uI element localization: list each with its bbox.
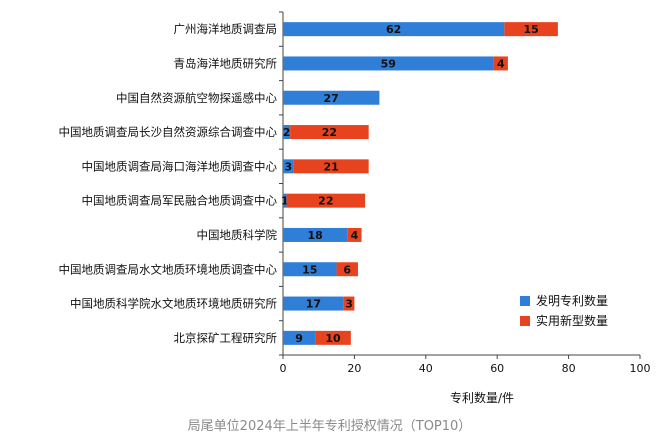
data-label: 21 [324,160,339,173]
category-label: 中国地质科学院水文地质环境地质研究所 [70,297,277,311]
data-label: 59 [381,57,396,70]
bar-segment-utility [336,262,358,277]
bar-segment-utility [293,159,369,174]
bar-segment-utility [493,56,508,71]
bar-segment-invention [283,125,291,140]
bar-segment-utility [290,125,369,140]
bar-segment-invention [283,159,294,174]
legend-swatch [520,316,530,326]
bar-segment-utility [286,193,366,208]
bar-segment-invention [283,56,494,71]
data-label: 15 [523,23,538,36]
data-label: 17 [306,298,321,311]
data-label: 6 [343,263,351,276]
category-label: 中国地质调查局长沙自然资源综合调查中心 [59,125,278,139]
legend-swatch [520,296,530,306]
category-label: 青岛海洋地质研究所 [174,56,278,70]
x-axis-label: 专利数量/件 [450,390,514,405]
data-label: 1 [281,195,289,208]
bar-segment-utility [347,227,362,242]
bar-segment-invention [283,330,316,345]
category-label: 中国地质调查局水文地质环境地质调查中心 [59,262,278,276]
data-label: 3 [285,160,293,173]
legend-label: 实用新型数量 [536,313,608,328]
bar-segment-utility [504,22,558,37]
data-label: 22 [322,126,337,139]
category-label: 中国地质科学院 [197,228,278,242]
bar-segment-invention [283,90,380,105]
data-label: 2 [283,126,291,139]
data-label: 4 [351,229,359,242]
x-tick-label: 80 [562,362,576,375]
x-tick-label: 0 [280,362,287,375]
data-label: 3 [345,298,353,311]
bar-segment-invention [283,262,337,277]
category-label: 广州海洋地质调查局 [174,22,278,36]
bar-segment-invention [283,193,287,208]
category-label: 中国地质调查局军民融合地质调查中心 [82,194,278,208]
x-tick-label: 60 [490,362,504,375]
bar-segment-utility [343,296,355,311]
data-label: 15 [302,263,317,276]
bar-segment-utility [315,330,351,345]
bar-segment-invention [283,22,505,37]
data-label: 22 [318,195,333,208]
chart-caption: 局尾单位2024年上半年专利授权情况（TOP10） [187,419,472,434]
category-label: 北京探矿工程研究所 [174,331,278,345]
data-label: 9 [295,332,303,345]
x-tick-label: 40 [419,362,433,375]
data-label: 10 [325,332,341,345]
legend-label: 发明专利数量 [536,293,608,308]
data-label: 4 [497,57,505,70]
data-label: 18 [307,229,322,242]
data-label: 27 [324,92,339,105]
x-tick-label: 100 [630,362,651,375]
patent-chart: 广州海洋地质调查局 62 15 青岛海洋地质研究所 59 4 中国自然资源航空物探遥感中心 2… [59,11,651,405]
data-label: 62 [386,23,401,36]
bar-segment-invention [283,296,344,311]
category-label: 中国自然资源航空物探遥感中心 [116,91,277,105]
bar-segment-invention [283,227,348,242]
category-label: 中国地质调查局海口海洋地质调查中心 [82,159,278,173]
x-tick-label: 20 [347,362,361,375]
